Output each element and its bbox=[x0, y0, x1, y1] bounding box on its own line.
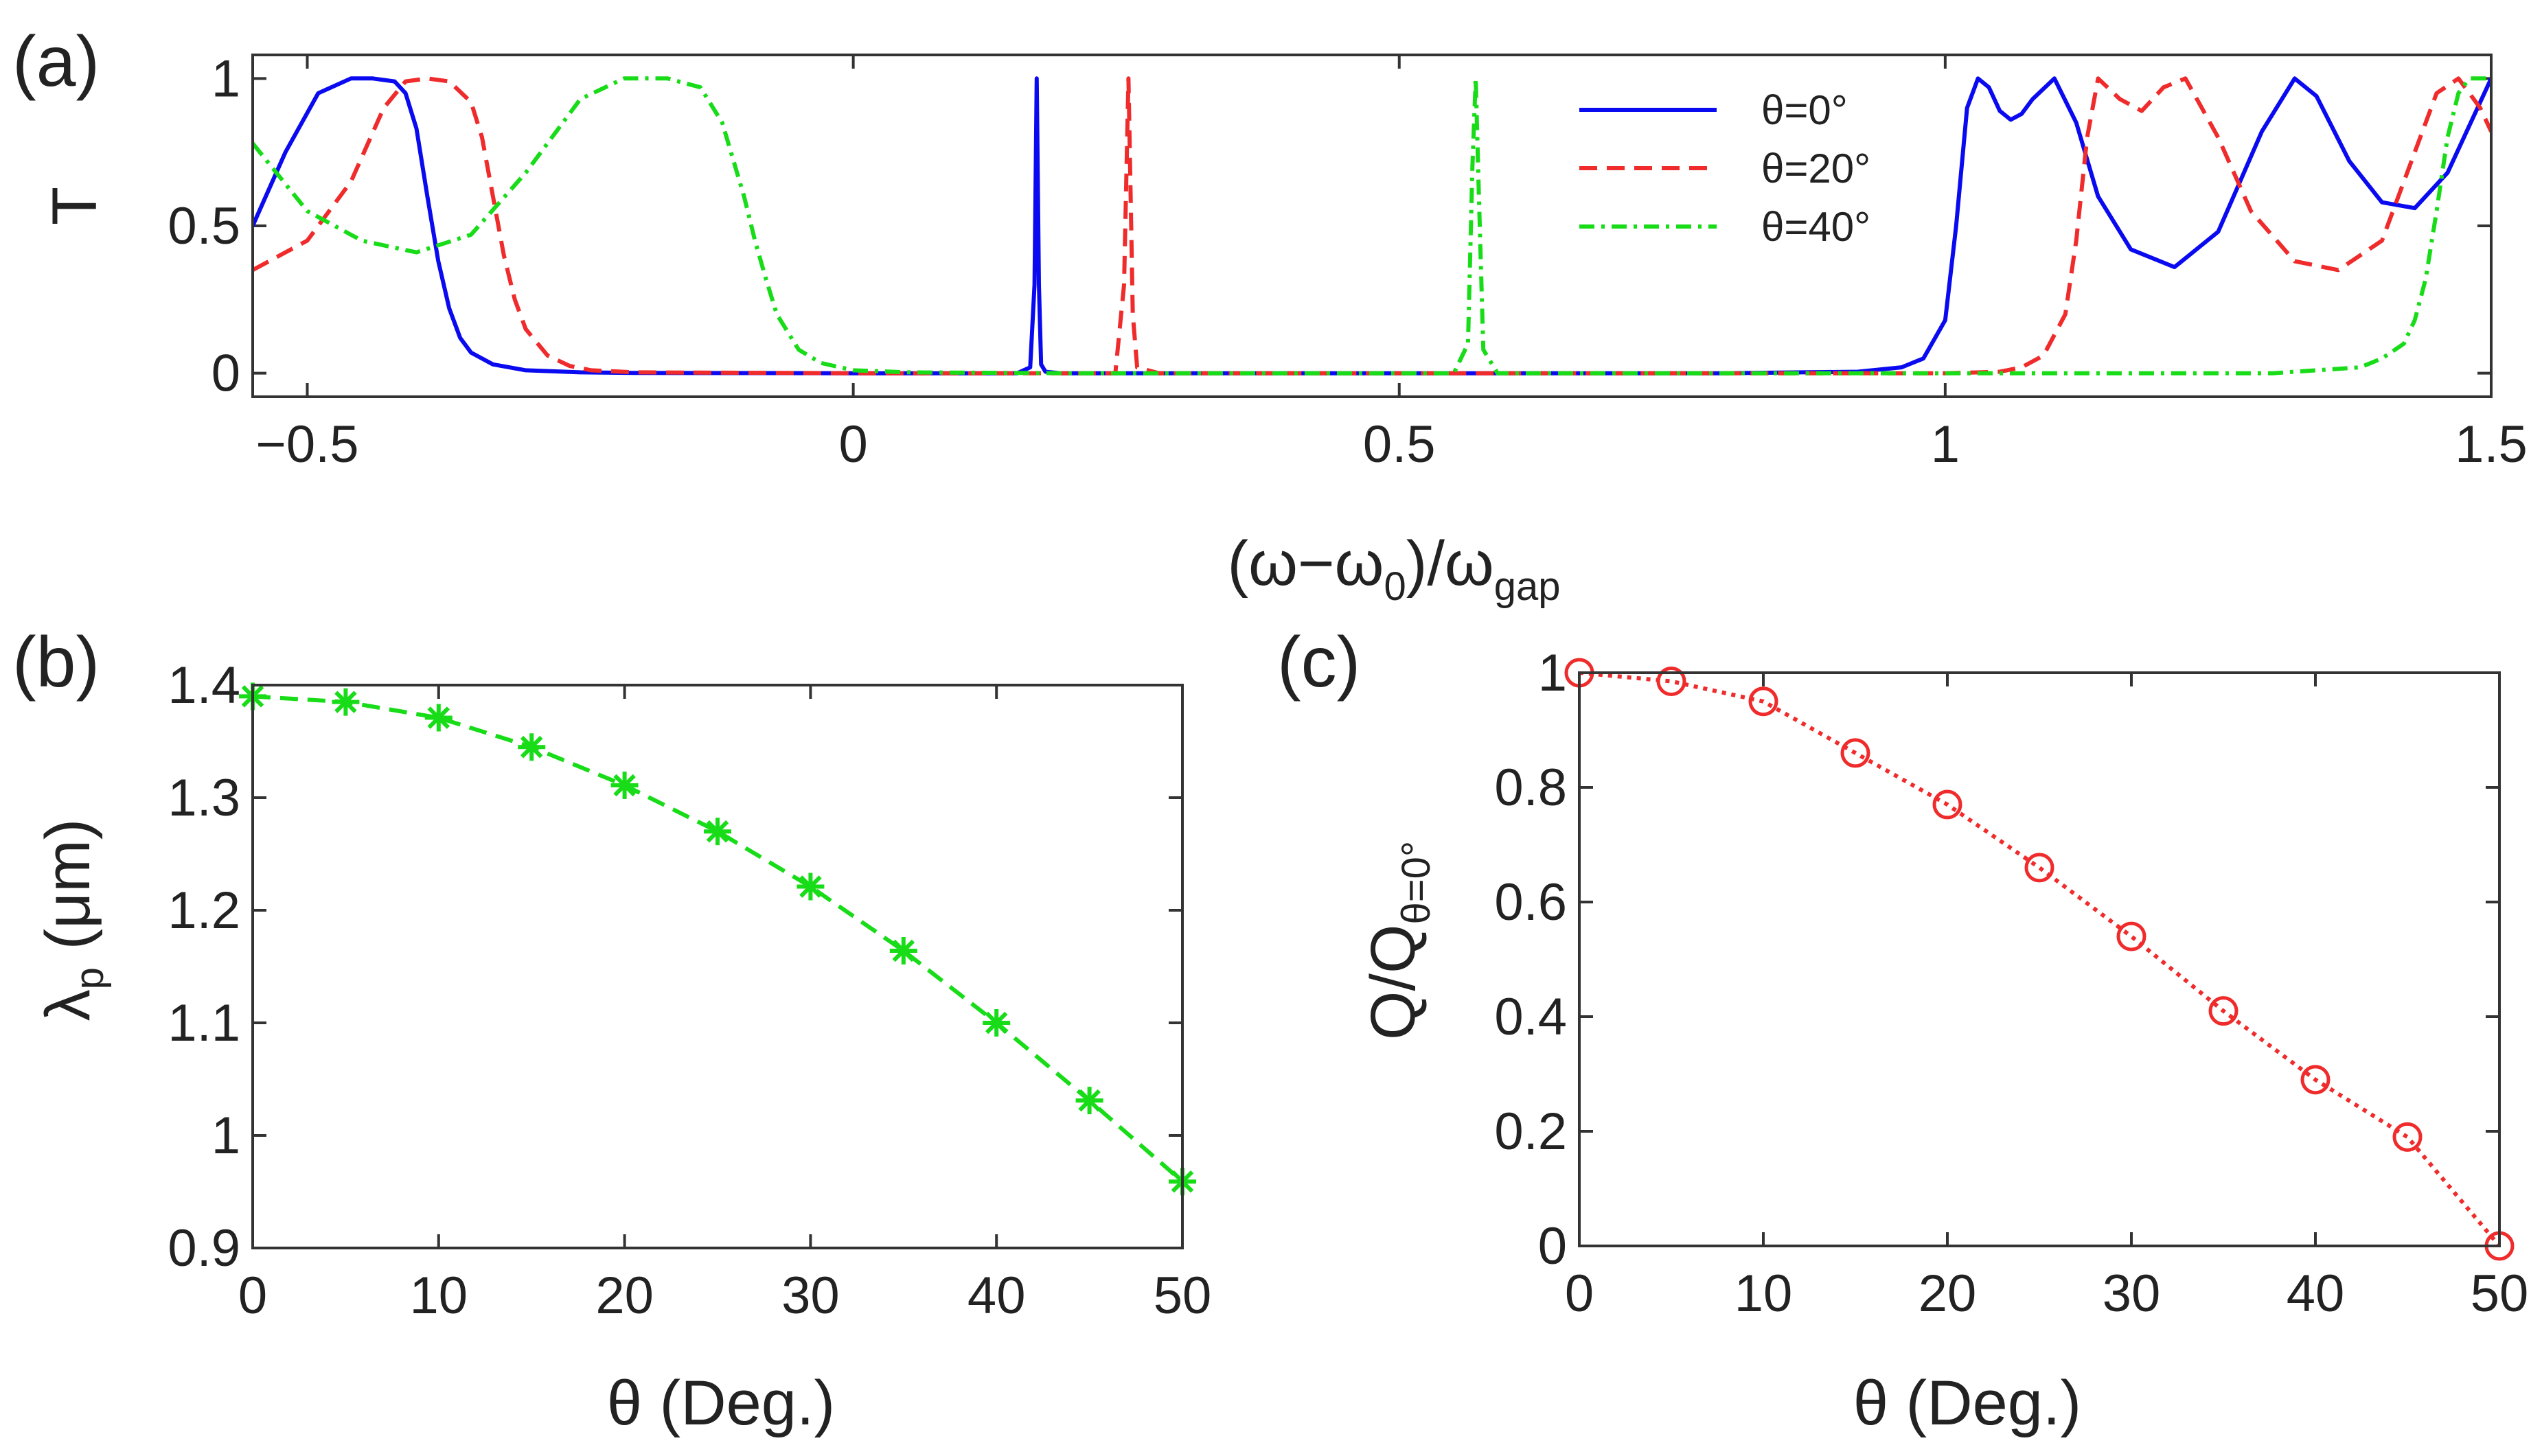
panel-a-ytick-label: 0.5 bbox=[168, 197, 240, 255]
panel-a-series-line-2 bbox=[253, 76, 2491, 375]
panel-a-x-label-sub0: 0 bbox=[1384, 564, 1406, 609]
panel-b-data-point bbox=[797, 873, 825, 901]
panel-a-ytick-label: 0 bbox=[211, 345, 240, 403]
panel-b-xtick-label: 20 bbox=[595, 1267, 654, 1325]
panel-c-xtick-label: 40 bbox=[2287, 1264, 2345, 1323]
panel-c-frame bbox=[1578, 671, 2501, 1247]
panel-b-data-point bbox=[704, 818, 731, 846]
panel-c-y-label-sub: θ=0° bbox=[1394, 841, 1439, 925]
panel-c-ytick-label: 1 bbox=[1538, 644, 1567, 702]
panel-c-data-point bbox=[2024, 853, 2054, 883]
panel-b-data-point bbox=[610, 771, 639, 799]
panel-c: (c) Q/Qθ=0° 0 10 20 30 40 50 0 0.2 0.4 0.6 0.8 1 θ … bbox=[1277, 623, 2528, 1438]
panel-b-ytick-label: 0.9 bbox=[168, 1219, 240, 1278]
panel-c-ytick-label: 0.4 bbox=[1494, 988, 1567, 1046]
panel-c-data-point bbox=[2300, 1065, 2331, 1095]
panel-c-ytick-label: 0.8 bbox=[1494, 759, 1567, 817]
panel-b-x-label: θ (Deg.) bbox=[607, 1368, 835, 1438]
panel-a-xtick-label: 0 bbox=[838, 415, 867, 474]
panel-c-series bbox=[1564, 658, 2515, 1261]
panel-a-ticks: −0.5 0 0.5 1 1.5 0 0.5 1 bbox=[168, 49, 2527, 474]
panel-b-ytick-label: 1 bbox=[211, 1107, 240, 1165]
panel-b-xtick-label: 30 bbox=[781, 1267, 840, 1325]
panel-c-ytick-label: 0 bbox=[1538, 1217, 1567, 1275]
panel-c-y-label: Q/Qθ=0° bbox=[1358, 841, 1439, 1040]
panel-c-y-label-main: Q/Q bbox=[1358, 924, 1428, 1040]
panel-b: (b) λp (μm) 0 10 20 30 40 500.911.11.21.31.4 … bbox=[12, 623, 1211, 1438]
panel-b-data-point bbox=[889, 937, 917, 965]
panel-b-series bbox=[239, 682, 1196, 1196]
panel-b-series-line-0 bbox=[253, 694, 1182, 1183]
panel-b-ytick-label: 1.4 bbox=[168, 656, 240, 715]
panel-a-frame bbox=[251, 54, 2493, 398]
panel-a-xtick-label: 1 bbox=[1931, 415, 1960, 474]
legend-label-2: θ=40° bbox=[1761, 204, 1870, 250]
panel-b-y-label-main: λ bbox=[33, 989, 103, 1021]
panel-c-ytick-label: 0.2 bbox=[1494, 1102, 1567, 1161]
panel-c-xtick-label: 50 bbox=[2471, 1264, 2529, 1323]
panel-b-ytick-label: 1.3 bbox=[168, 769, 240, 827]
panel-b-ticks: 0 10 20 30 40 50 0.9 1 1.1 1.2 1.3 1.4 bbox=[168, 656, 1211, 1325]
panel-b-ytick-label: 1.1 bbox=[168, 994, 240, 1052]
panel-a-label: (a) bbox=[12, 22, 100, 102]
legend-label-0: θ=0° bbox=[1761, 87, 1848, 133]
panel-c-x-label: θ (Deg.) bbox=[1853, 1368, 2081, 1438]
panel-a-xtick-label: 1.5 bbox=[2455, 415, 2528, 474]
panel-c-xtick-label: 30 bbox=[2103, 1264, 2161, 1323]
panel-b-label: (b) bbox=[12, 623, 100, 702]
panel-a: (a) T −0.5 0 0.5 1 1.5 0 0.5 1 θ=0° θ=20° θ=40° (… bbox=[12, 22, 2528, 609]
panel-a-x-label: (ω−ω0)/ωgap bbox=[1227, 529, 1560, 609]
panel-a-series bbox=[253, 76, 2491, 375]
panel-b-ytick-label: 1.2 bbox=[168, 881, 240, 940]
panel-b-data-point bbox=[332, 688, 360, 716]
panel-c-data-point bbox=[1748, 686, 1778, 717]
panel-c-label: (c) bbox=[1277, 623, 1360, 702]
panel-a-y-label: T bbox=[40, 187, 110, 225]
panel-c-data-point bbox=[2116, 921, 2146, 951]
panel-b-data-point bbox=[424, 704, 453, 732]
panel-c-ytick-label: 0.6 bbox=[1494, 873, 1567, 932]
panel-a-series-line-0 bbox=[253, 76, 2491, 375]
panel-c-ticks: 0 10 20 30 40 50 0 0.2 0.4 0.6 0.8 1 bbox=[1494, 644, 2528, 1323]
panel-b-xtick-label: 10 bbox=[410, 1267, 468, 1325]
panel-c-series-line-0 bbox=[1579, 673, 2499, 1246]
panel-a-xtick-label: −0.5 bbox=[255, 415, 358, 474]
panel-c-xtick-label: 10 bbox=[1734, 1264, 1793, 1323]
panel-b-data-point bbox=[983, 1009, 1011, 1037]
panel-c-xtick-label: 0 bbox=[1565, 1264, 1594, 1323]
panel-b-y-label: λp (μm) bbox=[33, 819, 112, 1021]
panel-b-y-label-sub: p bbox=[67, 967, 112, 989]
panel-c-data-point bbox=[1840, 738, 1870, 768]
panel-b-y-label-rest: (μm) bbox=[33, 819, 103, 967]
panel-a-x-label-mid: )/ω bbox=[1406, 529, 1494, 599]
panel-b-xtick-label: 0 bbox=[238, 1267, 267, 1325]
panel-c-data-point bbox=[2208, 996, 2238, 1026]
panel-b-xtick-label: 50 bbox=[1154, 1267, 1212, 1325]
panel-a-xtick-label: 0.5 bbox=[1363, 415, 1436, 474]
panel-b-xtick-label: 40 bbox=[967, 1267, 1026, 1325]
panel-b-data-point bbox=[1075, 1087, 1103, 1115]
panel-b-data-point bbox=[518, 733, 546, 761]
panel-c-xtick-label: 20 bbox=[1919, 1264, 1977, 1323]
panel-a-x-label-sub1: gap bbox=[1494, 564, 1561, 609]
panel-a-x-label-main: (ω−ω bbox=[1227, 529, 1384, 599]
panel-c-data-point bbox=[2392, 1122, 2423, 1152]
panel-c-data-point bbox=[1932, 789, 1962, 820]
panel-a-series-line-1 bbox=[253, 76, 2491, 375]
panel-a-ytick-label: 1 bbox=[211, 49, 240, 108]
panel-a-legend: θ=0° θ=20° θ=40° bbox=[1579, 87, 1870, 250]
panel-c-data-point bbox=[1656, 667, 1686, 697]
legend-label-1: θ=20° bbox=[1761, 146, 1870, 192]
panel-b-frame bbox=[251, 684, 1184, 1249]
